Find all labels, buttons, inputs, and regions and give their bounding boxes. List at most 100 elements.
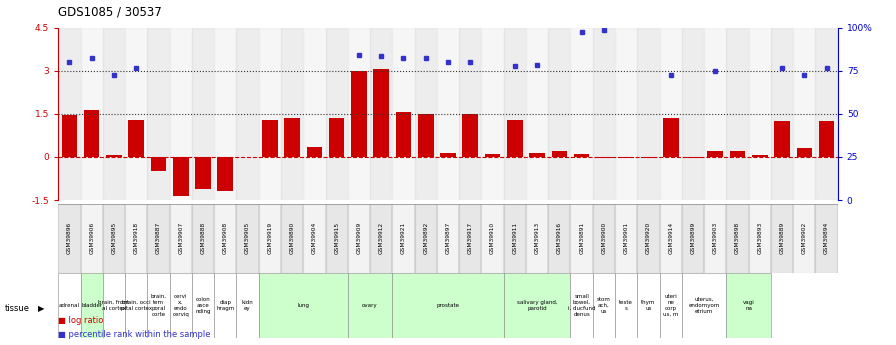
Bar — [774, 121, 790, 157]
Text: teste
s: teste s — [619, 300, 633, 311]
Text: vagi
na: vagi na — [743, 300, 754, 311]
Text: GSM39905: GSM39905 — [245, 222, 250, 254]
Bar — [348, 204, 370, 273]
Text: GSM39894: GSM39894 — [824, 222, 829, 254]
Bar — [659, 273, 682, 338]
Text: GSM39895: GSM39895 — [111, 222, 116, 254]
Bar — [708, 151, 723, 157]
Text: stom
ach,
us: stom ach, us — [597, 297, 611, 314]
Bar — [192, 28, 214, 200]
Bar — [663, 118, 678, 157]
Text: GSM39921: GSM39921 — [401, 222, 406, 254]
Bar — [58, 204, 81, 273]
Text: GSM39896: GSM39896 — [67, 222, 72, 254]
Bar — [593, 28, 615, 200]
Bar — [370, 28, 392, 200]
Bar — [147, 273, 169, 338]
Text: ■ log ratio: ■ log ratio — [58, 316, 104, 325]
Bar — [593, 204, 615, 273]
Text: GSM39902: GSM39902 — [802, 222, 807, 254]
Bar — [437, 28, 459, 200]
Bar — [615, 273, 637, 338]
Text: GSM39918: GSM39918 — [134, 222, 139, 254]
Bar — [459, 204, 481, 273]
Bar — [281, 204, 303, 273]
Bar — [62, 115, 77, 157]
Bar — [727, 28, 749, 200]
Bar — [771, 28, 793, 200]
Bar — [504, 28, 526, 200]
Text: GSM39889: GSM39889 — [780, 222, 785, 254]
Text: colon
asce
nding: colon asce nding — [195, 297, 211, 314]
Text: GSM39920: GSM39920 — [646, 222, 651, 254]
Bar — [303, 28, 325, 200]
Bar — [306, 147, 323, 157]
Bar — [685, 157, 701, 158]
Bar — [329, 118, 344, 157]
Text: uterus,
endomyom
etrium: uterus, endomyom etrium — [688, 297, 719, 314]
Text: ■ percentile rank within the sample: ■ percentile rank within the sample — [58, 330, 211, 339]
Bar — [103, 28, 125, 200]
Bar — [440, 152, 456, 157]
Bar — [125, 204, 147, 273]
Bar — [571, 273, 593, 338]
Bar — [84, 110, 99, 157]
Bar — [106, 155, 122, 157]
Text: GSM39911: GSM39911 — [513, 222, 517, 254]
Text: thym
us: thym us — [642, 300, 656, 311]
Bar — [81, 204, 103, 273]
Bar — [573, 154, 590, 157]
Bar — [392, 273, 504, 338]
Text: GSM39898: GSM39898 — [735, 222, 740, 254]
Bar — [771, 204, 793, 273]
Text: GSM39908: GSM39908 — [223, 222, 228, 254]
Text: GSM39914: GSM39914 — [668, 222, 673, 254]
Bar — [507, 120, 522, 157]
Bar — [284, 118, 300, 157]
Bar — [481, 28, 504, 200]
Bar — [147, 204, 169, 273]
Text: GSM39887: GSM39887 — [156, 222, 161, 254]
Bar — [618, 157, 634, 158]
Text: GSM39900: GSM39900 — [601, 222, 607, 254]
Text: brain, front
al cortex: brain, front al cortex — [99, 300, 129, 311]
Bar — [348, 28, 370, 200]
Text: salivary gland,
parotid: salivary gland, parotid — [517, 300, 557, 311]
Text: GSM39904: GSM39904 — [312, 222, 317, 254]
Bar — [615, 204, 637, 273]
Text: small
bowel,
i, ducfund
denus: small bowel, i, ducfund denus — [568, 294, 595, 316]
Text: tissue: tissue — [4, 304, 30, 313]
Bar — [729, 151, 745, 157]
Bar — [571, 204, 593, 273]
Text: prostate: prostate — [436, 303, 460, 308]
Text: GSM39909: GSM39909 — [357, 222, 361, 254]
Bar — [526, 28, 548, 200]
Text: GSM39903: GSM39903 — [712, 222, 718, 254]
Bar — [815, 204, 838, 273]
Bar — [793, 204, 815, 273]
Bar — [125, 28, 147, 200]
Bar — [81, 273, 103, 338]
Bar — [797, 148, 812, 157]
Text: GSM39917: GSM39917 — [468, 222, 473, 254]
Bar — [237, 28, 259, 200]
Bar — [682, 273, 727, 338]
Text: uteri
ne
corp
us, m: uteri ne corp us, m — [663, 294, 678, 316]
Text: GSM39906: GSM39906 — [89, 222, 94, 254]
Bar — [727, 273, 771, 338]
Bar — [351, 71, 366, 157]
Text: GSM39892: GSM39892 — [423, 222, 428, 254]
Bar — [552, 151, 567, 157]
Bar — [637, 273, 659, 338]
Bar — [259, 273, 348, 338]
Bar — [752, 155, 768, 157]
Text: GSM39912: GSM39912 — [379, 222, 383, 254]
Bar — [659, 204, 682, 273]
Bar — [58, 273, 81, 338]
Bar — [214, 28, 237, 200]
Bar — [548, 28, 571, 200]
Bar — [81, 28, 103, 200]
Text: GSM39919: GSM39919 — [267, 222, 272, 254]
Bar — [593, 273, 615, 338]
Text: GSM39899: GSM39899 — [691, 222, 695, 254]
